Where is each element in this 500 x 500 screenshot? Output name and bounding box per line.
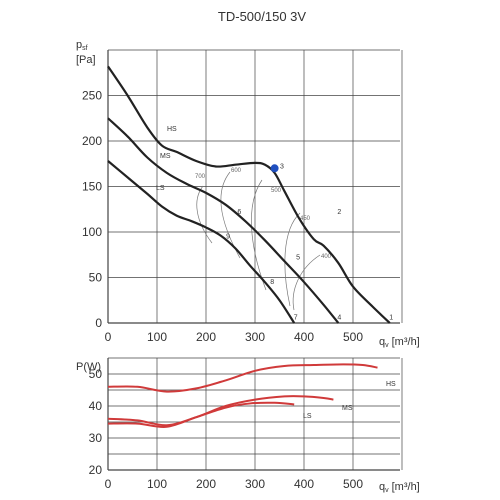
rpm-label: 400: [321, 254, 332, 260]
y-axis-label: P(W): [76, 361, 101, 373]
power-label-ms: MS: [342, 405, 353, 412]
rpm-label: 450: [300, 216, 311, 222]
y-tick-label: 50: [89, 367, 103, 381]
y-tick-label: 20: [89, 463, 103, 477]
point-label: 4: [337, 314, 341, 321]
rpm-label: 500: [271, 188, 282, 194]
series-label-hs: HS: [167, 126, 177, 133]
operating-point-marker: [270, 164, 279, 173]
point-label: 7: [294, 314, 298, 321]
y-tick-label: 40: [89, 399, 103, 413]
series-label-ms: MS: [160, 153, 171, 160]
rpm-line: [292, 254, 321, 311]
x-tick-label: 200: [196, 477, 216, 491]
y-tick-label: 250: [82, 89, 102, 103]
series-line-ms: [107, 117, 340, 324]
series-line-hs: [107, 65, 391, 324]
x-axis-label-sub: v: [385, 342, 389, 349]
y-axis-label: psf: [76, 39, 88, 52]
series-label-ls: LS: [156, 185, 165, 192]
power-line-ls: [107, 401, 295, 428]
x-axis-unit: [m³/h]: [392, 336, 420, 348]
x-axis-label: qv [m³/h]: [379, 336, 420, 349]
y-tick-label: 200: [82, 134, 102, 148]
power-label-hs: HS: [386, 381, 396, 388]
point-label: 9: [226, 233, 230, 240]
x-tick-label: 200: [196, 330, 216, 344]
power-line-ms: [107, 395, 334, 427]
point-label: 5: [296, 254, 300, 261]
chart-title: TD-500/150 3V: [217, 9, 307, 24]
rpm-label: 700: [195, 174, 206, 180]
x-tick-label: 400: [294, 477, 314, 491]
rpm-line: [284, 212, 301, 307]
y-tick-label: 30: [89, 431, 103, 445]
y-tick-label: 50: [89, 271, 103, 285]
point-label: 3: [280, 163, 284, 170]
point-label: 2: [337, 209, 341, 216]
x-tick-label: 500: [343, 330, 363, 344]
point-label: 8: [270, 279, 274, 286]
x-axis-unit: [m³/h]: [392, 481, 420, 493]
power-line-hs: [107, 363, 378, 393]
x-tick-label: 100: [147, 477, 167, 491]
x-tick-label: 400: [294, 330, 314, 344]
y-tick-label: 100: [82, 225, 102, 239]
y-axis-unit: [Pa]: [76, 54, 96, 66]
point-label: 1: [389, 314, 393, 321]
x-axis-label-sub: v: [385, 487, 389, 494]
series-line-ls: [107, 160, 296, 324]
x-tick-label: 300: [245, 330, 265, 344]
x-tick-label: 300: [245, 477, 265, 491]
x-tick-label: 100: [147, 330, 167, 344]
x-tick-label: 500: [343, 477, 363, 491]
point-label: 6: [237, 209, 241, 216]
y-tick-label: 150: [82, 180, 102, 194]
y-tick-label: 0: [95, 316, 102, 330]
x-axis-label: qv [m³/h]: [379, 481, 420, 494]
rpm-label: 600: [231, 168, 242, 174]
x-tick-label: 0: [105, 477, 112, 491]
y-axis-label-sub: sf: [82, 45, 88, 52]
x-tick-label: 0: [105, 330, 112, 344]
power-label-ls: LS: [303, 413, 312, 420]
